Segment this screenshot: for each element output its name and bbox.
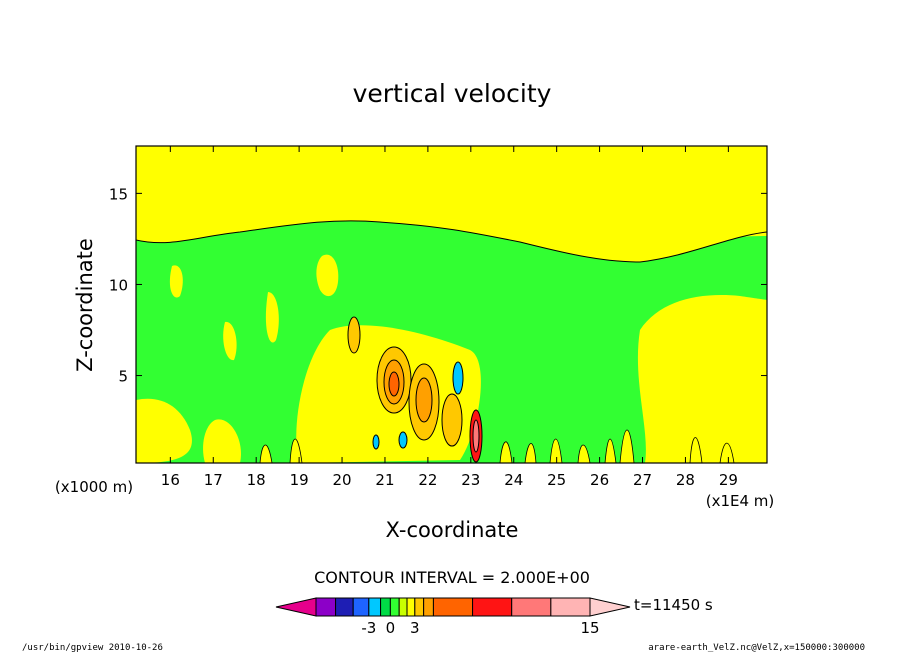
red-core-inner	[472, 419, 480, 453]
colorbar-swatch	[398, 597, 408, 617]
footer-left: /usr/bin/gpview 2010-10-26	[22, 643, 163, 653]
yellow-top-right	[627, 146, 767, 253]
yellow-blob-d	[223, 321, 237, 361]
colorbar-swatch	[414, 597, 425, 617]
colorbar-swatch	[472, 597, 513, 617]
orange-core-1-peak	[388, 371, 400, 397]
colorbar-swatch	[511, 597, 552, 617]
yellow-blob-a	[316, 254, 339, 297]
colorbar-upper-extension	[589, 597, 631, 617]
colorbar-swatch	[368, 597, 382, 617]
x-axis-label: X-coordinate	[386, 518, 519, 542]
x-tick-label: 19	[290, 471, 309, 489]
footer-right: arare-earth_VelZ.nc@VelZ,x=150000:300000	[648, 643, 865, 653]
x-tick-label: 27	[633, 471, 652, 489]
x-tick-label: 23	[461, 471, 480, 489]
colorbar-swatch	[315, 597, 337, 617]
x-tick-label: 28	[676, 471, 695, 489]
y-unit-label: (x1000 m)	[55, 478, 133, 496]
colorbar-swatch	[550, 597, 591, 617]
colorbar-tick-label: 15	[580, 619, 599, 637]
yellow-lower-left	[136, 398, 192, 463]
orange-core-3	[441, 393, 463, 447]
colorbar-lower-extension	[275, 597, 317, 617]
x-tick-label: 24	[504, 471, 523, 489]
plot-frame	[135, 145, 768, 464]
x-tick-label: 21	[375, 471, 394, 489]
colorbar-tick-label: 0	[386, 619, 396, 637]
yellow-surface-spikes	[259, 429, 735, 463]
x-tick-label: 22	[418, 471, 437, 489]
colorbar-tick-label: 3	[410, 619, 420, 637]
colorbar-swatch	[389, 597, 400, 617]
yellow-blob-b	[169, 265, 183, 298]
contour-interval-label: CONTOUR INTERVAL = 2.000E+00	[314, 568, 590, 587]
orange-core-4	[347, 316, 361, 354]
x-tick-label: 29	[719, 471, 738, 489]
orange-core-2-inner	[415, 377, 433, 423]
y-axis-label: Z-coordinate	[73, 238, 97, 372]
y-tick-label: 15	[109, 185, 128, 203]
x-tick-label: 25	[547, 471, 566, 489]
chart-title: vertical velocity	[353, 79, 552, 108]
contour-field	[136, 146, 767, 463]
cyan-region-2	[398, 431, 408, 449]
colorbar-swatch	[423, 597, 434, 617]
y-tick-label: 5	[118, 368, 128, 386]
time-label: t=11450 s	[634, 596, 713, 614]
x-unit-label: (x1E4 m)	[706, 492, 775, 510]
x-tick-label: 16	[161, 471, 180, 489]
x-axis-ticks: 16 17 18 19 20 21 22 23 24 25 26 27 28 29	[161, 146, 738, 489]
x-tick-label: 18	[247, 471, 266, 489]
colorbar-swatch	[432, 597, 474, 617]
colorbar: -3 0 3 15	[275, 597, 631, 637]
green-band	[136, 220, 767, 463]
cyan-region-3	[372, 434, 380, 450]
colorbar-swatch	[335, 597, 354, 617]
x-tick-label: 17	[204, 471, 223, 489]
colorbar-swatch	[352, 597, 370, 617]
cyan-region-1	[452, 361, 464, 395]
yellow-right-region	[637, 295, 767, 463]
yellow-lower-left-b	[203, 419, 241, 463]
colorbar-swatch	[380, 597, 391, 617]
colorbar-tick-label: -3	[361, 619, 376, 637]
yellow-blob-c	[265, 292, 279, 343]
zero-contour-line	[136, 220, 767, 263]
y-tick-label: 10	[109, 276, 128, 294]
x-tick-label: 20	[332, 471, 351, 489]
colorbar-swatch	[406, 597, 416, 617]
x-tick-label: 26	[590, 471, 609, 489]
y-axis-ticks: 5 10 15	[109, 185, 767, 386]
